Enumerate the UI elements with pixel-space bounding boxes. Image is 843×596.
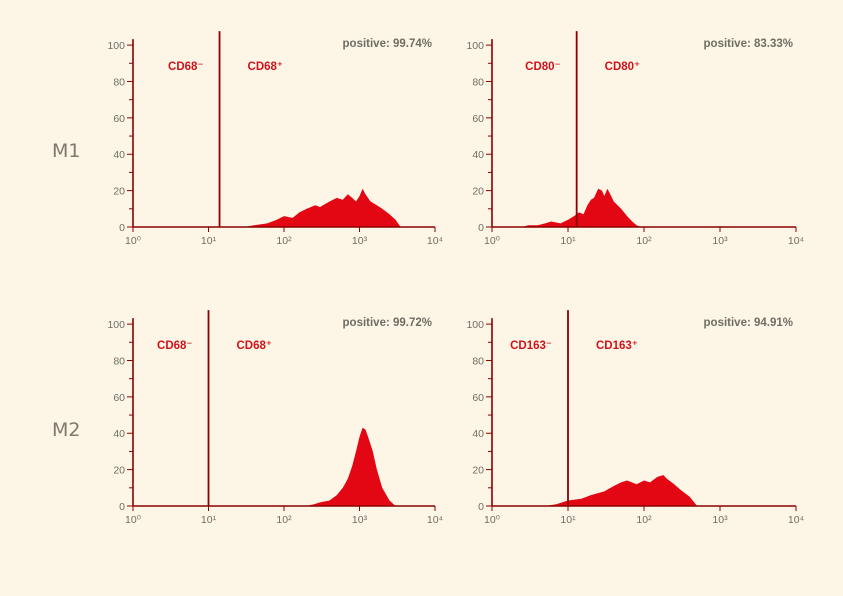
panel-3-histogram: [133, 427, 435, 506]
panel-4-x-tick-label: 10⁰: [484, 514, 500, 526]
panel-3-y-tick-label: 60: [113, 392, 125, 404]
panel-2-x-tick-label: 10⁴: [788, 235, 804, 247]
panel-2: 0 20 40 60 80 100 10⁰ 10¹ 10² 10³ 10⁴ CD80⁻ CD80⁺ pos…: [466, 31, 804, 247]
panel-2-x-tick-label: 10¹: [560, 235, 576, 247]
panel-1-y-tick-label: 0: [119, 222, 125, 234]
panel-1-y-tick-label: 80: [113, 76, 125, 88]
panel-1-y-tick-label: 40: [113, 149, 125, 161]
panel-4-positive-label: CD163⁺: [596, 340, 638, 352]
panel-3-x-tick-label: 10¹: [201, 514, 217, 526]
panel-1: 0 20 40 60 80 100 10⁰ 10¹ 10² 10³ 10⁴ CD68⁻ CD68⁺ pos…: [107, 31, 443, 247]
panel-2-y-tick-label: 100: [466, 40, 484, 52]
panel-4-y-tick-label: 0: [478, 501, 484, 513]
panel-2-y-tick-label: 80: [472, 76, 484, 88]
panel-3-y-tick-label: 100: [107, 319, 125, 331]
panel-3: 0 20 40 60 80 100 10⁰ 10¹ 10² 10³ 10⁴ CD68⁻ CD68⁺ pos…: [107, 310, 443, 526]
panel-2-x-tick-label: 10³: [712, 235, 728, 247]
panel-4: 0 20 40 60 80 100 10⁰ 10¹ 10² 10³ 10⁴ CD163⁻ CD163⁺ p…: [466, 310, 804, 526]
panel-3-y-tick-label: 40: [113, 428, 125, 440]
panel-4-y-tick-label: 40: [472, 428, 484, 440]
panel-2-positive-percent: positive: 83.33%: [704, 38, 793, 50]
panel-2-y-tick-label: 60: [472, 113, 484, 125]
panel-2-y-tick-label: 20: [472, 186, 484, 198]
panel-1-y-tick-label: 100: [107, 40, 125, 52]
panel-2-negative-label: CD80⁻: [525, 61, 560, 73]
panel-2-positive-label: CD80⁺: [605, 61, 640, 73]
panel-1-positive-label: CD68⁺: [248, 61, 283, 73]
panel-2-histogram: [492, 188, 796, 227]
panel-4-y-tick-label: 80: [472, 355, 484, 367]
panel-3-positive-percent: positive: 99.72%: [343, 317, 432, 329]
panel-4-x-tick-label: 10¹: [560, 514, 576, 526]
panel-4-x-tick-label: 10²: [636, 514, 652, 526]
panel-1-x-tick-label: 10²: [276, 235, 292, 247]
panel-4-histogram: [492, 475, 796, 506]
row-label-m1: M1: [52, 140, 80, 162]
panel-3-x-tick-label: 10²: [276, 514, 292, 526]
panel-3-negative-label: CD68⁻: [157, 340, 192, 352]
panel-1-y-tick-label: 60: [113, 113, 125, 125]
panel-1-y-tick-label: 20: [113, 186, 125, 198]
panel-1-x-tick-label: 10³: [352, 235, 368, 247]
panel-2-x-tick-label: 10²: [636, 235, 652, 247]
panel-4-y-tick-label: 60: [472, 392, 484, 404]
panel-4-y-tick-label: 20: [472, 465, 484, 477]
panel-3-x-tick-label: 10⁴: [427, 514, 443, 526]
panel-2-y-tick-label: 40: [472, 149, 484, 161]
histogram-panels: 0 20 40 60 80 100 10⁰ 10¹ 10² 10³ 10⁴ CD68⁻ CD68⁺ pos…: [107, 31, 804, 526]
panel-3-x-tick-label: 10³: [352, 514, 368, 526]
panel-4-x-tick-label: 10³: [712, 514, 728, 526]
panel-1-positive-percent: positive: 99.74%: [343, 38, 432, 50]
panel-1-x-tick-label: 10¹: [201, 235, 217, 247]
panel-4-negative-label: CD163⁻: [510, 340, 552, 352]
panel-3-x-tick-label: 10⁰: [125, 514, 141, 526]
panel-3-y-tick-label: 20: [113, 465, 125, 477]
panel-1-x-tick-label: 10⁰: [125, 235, 141, 247]
panel-4-y-tick-label: 100: [466, 319, 484, 331]
panel-1-negative-label: CD68⁻: [168, 61, 203, 73]
panel-2-y-tick-label: 0: [478, 222, 484, 234]
panel-3-y-tick-label: 0: [119, 501, 125, 513]
panel-4-x-tick-label: 10⁴: [788, 514, 804, 526]
panel-2-x-tick-label: 10⁰: [484, 235, 500, 247]
panel-3-y-tick-label: 80: [113, 355, 125, 367]
row-label-m2: M2: [52, 419, 80, 441]
panel-4-positive-percent: positive: 94.91%: [704, 317, 793, 329]
panel-3-positive-label: CD68⁺: [237, 340, 272, 352]
panel-1-x-tick-label: 10⁴: [427, 235, 443, 247]
panel-1-histogram: [133, 188, 435, 227]
